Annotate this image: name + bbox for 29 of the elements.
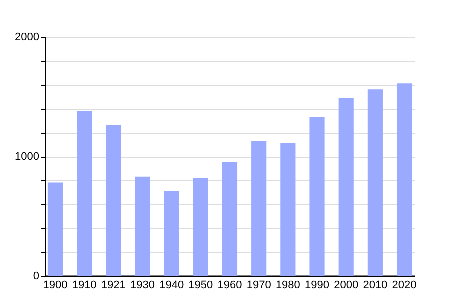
bar — [396, 84, 412, 276]
x-tick-label: 1910 — [72, 280, 97, 292]
x-tick-label: 1921 — [101, 280, 126, 292]
x-tick-label: 1900 — [43, 280, 68, 292]
bar — [48, 182, 64, 276]
x-tick-label: 1930 — [130, 280, 155, 292]
bar — [106, 125, 122, 276]
bar — [164, 191, 180, 276]
bar — [252, 140, 267, 276]
bar — [222, 162, 238, 276]
bar — [77, 111, 92, 276]
x-tick-label: 1980 — [276, 280, 300, 292]
x-tick-label: 1950 — [188, 280, 214, 292]
x-tick-label: 1970 — [246, 280, 272, 292]
bar — [280, 143, 296, 276]
bar — [368, 90, 383, 276]
y-tick-label: 2000 — [15, 32, 40, 44]
x-tick-label: 1990 — [305, 280, 330, 292]
x-tick-label: 1940 — [160, 280, 184, 292]
bar — [193, 178, 208, 276]
bar — [135, 176, 150, 276]
y-tick-label: 1000 — [15, 151, 40, 163]
x-tick-label: 2000 — [334, 280, 359, 292]
x-tick-label: 1960 — [218, 280, 242, 292]
x-tick-label: 2020 — [392, 280, 417, 292]
bar — [338, 98, 354, 276]
x-tick-label: 2010 — [363, 280, 388, 292]
y-tick-label: 0 — [33, 270, 40, 282]
bar — [310, 117, 325, 276]
